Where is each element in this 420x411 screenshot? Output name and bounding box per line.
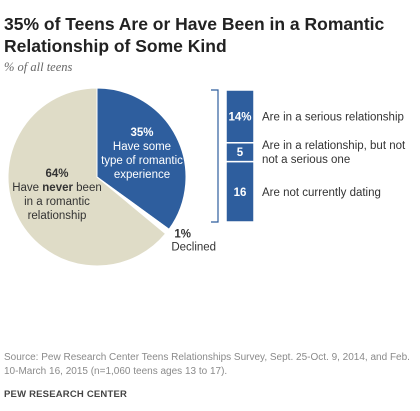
slice-label-1-value: 1% bbox=[174, 229, 191, 241]
slice-label-0-line: type of romantic bbox=[101, 155, 183, 167]
chart-title-line-1: 35% of Teens Are or Have Been in a Roman… bbox=[4, 14, 385, 34]
breakdown-segment-2 bbox=[225, 160, 255, 223]
breakdown-segment-0 bbox=[225, 89, 255, 144]
chart-subtitle: % of all teens bbox=[4, 60, 73, 74]
slice-label-2-line: Have never been bbox=[12, 182, 102, 194]
slice-label-2-part: Have bbox=[12, 182, 42, 194]
breakdown-label-1: not a serious one bbox=[262, 154, 350, 166]
breakdown-label-1: Are in a relationship, but not bbox=[262, 140, 406, 152]
pie-slice-0 bbox=[96, 87, 187, 231]
breakdown-label-0: Are in a serious relationship bbox=[262, 111, 404, 123]
slice-label-2-line: relationship bbox=[28, 210, 87, 222]
slice-label-2-emphasis: never bbox=[42, 182, 73, 194]
source-note: Source: Pew Research Center Teens Relati… bbox=[4, 352, 410, 377]
breakdown-value-2: 16 bbox=[234, 187, 247, 199]
breakdown-bracket bbox=[211, 89, 219, 223]
slice-label-2-part: been bbox=[73, 182, 102, 194]
chart-title: 35% of Teens Are or Have Been in a Roman… bbox=[4, 13, 404, 57]
chart-title-line-2: Relationship of Some Kind bbox=[4, 36, 227, 56]
pie-slice-2 bbox=[7, 87, 167, 267]
footer-credit: PEW RESEARCH CENTER bbox=[4, 389, 128, 400]
slice-label-2-line: in a romantic bbox=[24, 196, 90, 208]
slice-label-2-value: 64% bbox=[45, 168, 68, 180]
breakdown-value-0: 14% bbox=[228, 111, 251, 123]
slice-label-0-line: experience bbox=[114, 169, 170, 181]
slice-label-0-value: 35% bbox=[130, 127, 153, 139]
breakdown-value-1: 5 bbox=[237, 147, 244, 159]
slice-label-1-line: Declined bbox=[171, 242, 216, 254]
breakdown-label-2: Are not currently dating bbox=[262, 187, 381, 199]
slice-label-0-line: Have some bbox=[113, 141, 171, 153]
